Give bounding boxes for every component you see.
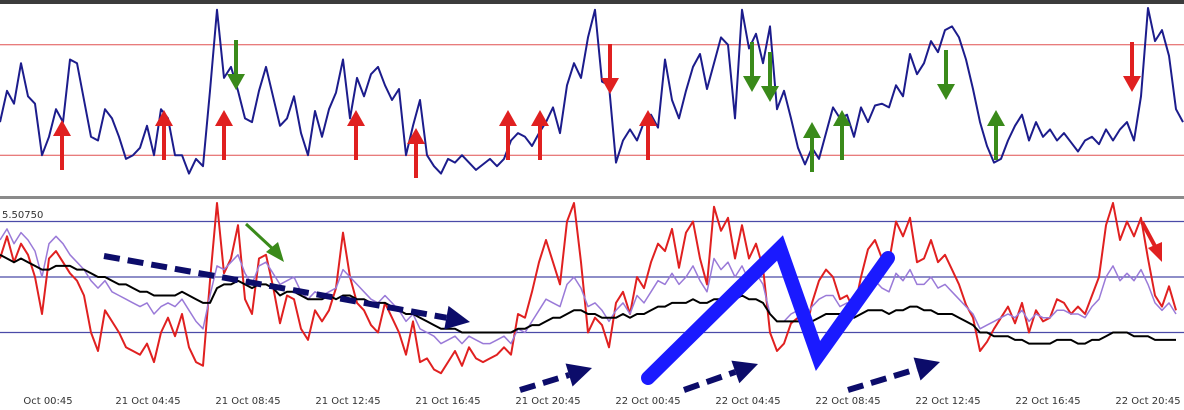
dashed-arrow-downtrend	[103, 253, 470, 330]
dashed-head	[731, 360, 758, 384]
arrow-down-icon	[937, 50, 955, 100]
arrow-up-icon	[347, 110, 365, 160]
arrow-head	[761, 86, 779, 102]
x-axis-ticks: Oct 00:45 21 Oct 04:45 21 Oct 08:45 21 Oct …	[23, 396, 1180, 407]
arrow-head	[987, 110, 1005, 126]
oscillator-series-line	[0, 7, 1184, 175]
arrow-up-icon	[531, 110, 549, 160]
signal-arrows	[53, 40, 1141, 178]
arrow-down-icon	[601, 44, 619, 94]
arrow-up-icon	[499, 110, 517, 160]
arrow-head	[499, 110, 517, 126]
x-tick-label: 22 Oct 00:45	[615, 396, 680, 407]
dashed-head	[444, 305, 470, 330]
dashed-shaft	[683, 369, 737, 393]
x-tick-label: Oct 00:45	[23, 396, 72, 407]
dashed-shaft	[847, 366, 918, 393]
arrow-down-icon	[761, 52, 779, 102]
dashed-arrow-1	[519, 363, 592, 393]
dashed-head	[913, 357, 940, 381]
x-tick-label: 21 Oct 20:45	[515, 396, 580, 407]
band-levels	[0, 220, 1184, 334]
arrow-head	[601, 78, 619, 94]
arrow-head	[803, 122, 821, 138]
band-lines	[0, 202, 1177, 375]
dashed-arrow-2	[683, 360, 758, 393]
annotations	[103, 221, 1162, 393]
arrow-down-icon	[227, 40, 245, 90]
x-tick-label: 22 Oct 20:45	[1115, 396, 1180, 407]
arrow-up-icon	[639, 110, 657, 160]
arrow-head	[347, 110, 365, 126]
red-series-line	[0, 202, 1177, 375]
arrow-head	[531, 110, 549, 126]
black-series-line	[0, 253, 1176, 345]
arrow-up-icon	[833, 110, 851, 160]
arrow-up-icon	[155, 110, 173, 160]
arrow-head	[407, 128, 425, 144]
arrow-up-icon	[215, 110, 233, 160]
x-tick-label: 21 Oct 04:45	[115, 396, 180, 407]
dashed-shaft	[103, 253, 447, 321]
guide-arrow-down-right	[244, 222, 284, 262]
arrow-down-icon	[743, 42, 761, 92]
dashed-shaft	[519, 372, 570, 393]
panel-separator	[0, 196, 1184, 199]
x-tick-label: 22 Oct 04:45	[715, 396, 780, 407]
x-tick-label: 22 Oct 12:45	[915, 396, 980, 407]
purple-series-line	[0, 228, 1177, 345]
oscillator-levels	[0, 44, 1184, 156]
guide-head	[1148, 242, 1162, 262]
arrow-up-icon	[987, 110, 1005, 160]
arrow-head	[227, 74, 245, 90]
arrow-up-icon	[53, 120, 71, 170]
oscillator-lines	[0, 7, 1184, 175]
guide-arrow-down-right-red	[1140, 221, 1162, 262]
arrow-head	[1123, 76, 1141, 92]
arrow-up-icon	[803, 122, 821, 172]
arrow-head	[215, 110, 233, 126]
top-border	[0, 0, 1184, 4]
x-tick-label: 22 Oct 08:45	[815, 396, 880, 407]
x-tick-label: 21 Oct 08:45	[215, 396, 280, 407]
dashed-head	[565, 363, 592, 387]
arrow-down-icon	[1123, 42, 1141, 92]
x-tick-label: 22 Oct 16:45	[1015, 396, 1080, 407]
zigzag-line	[641, 235, 895, 385]
x-tick-label: 21 Oct 12:45	[315, 396, 380, 407]
price-label: 5.50750	[2, 210, 43, 221]
dashed-arrow-3	[847, 357, 940, 393]
arrow-head	[833, 110, 851, 126]
arrow-head	[639, 110, 657, 126]
guide-shaft	[1140, 221, 1158, 249]
guide-shaft	[244, 222, 276, 252]
arrow-head	[937, 84, 955, 100]
arrow-head	[155, 110, 173, 126]
x-tick-label: 21 Oct 16:45	[415, 396, 480, 407]
arrow-head	[743, 76, 761, 92]
guide-head	[266, 242, 284, 262]
arrow-up-icon	[407, 128, 425, 178]
arrow-head	[53, 120, 71, 136]
